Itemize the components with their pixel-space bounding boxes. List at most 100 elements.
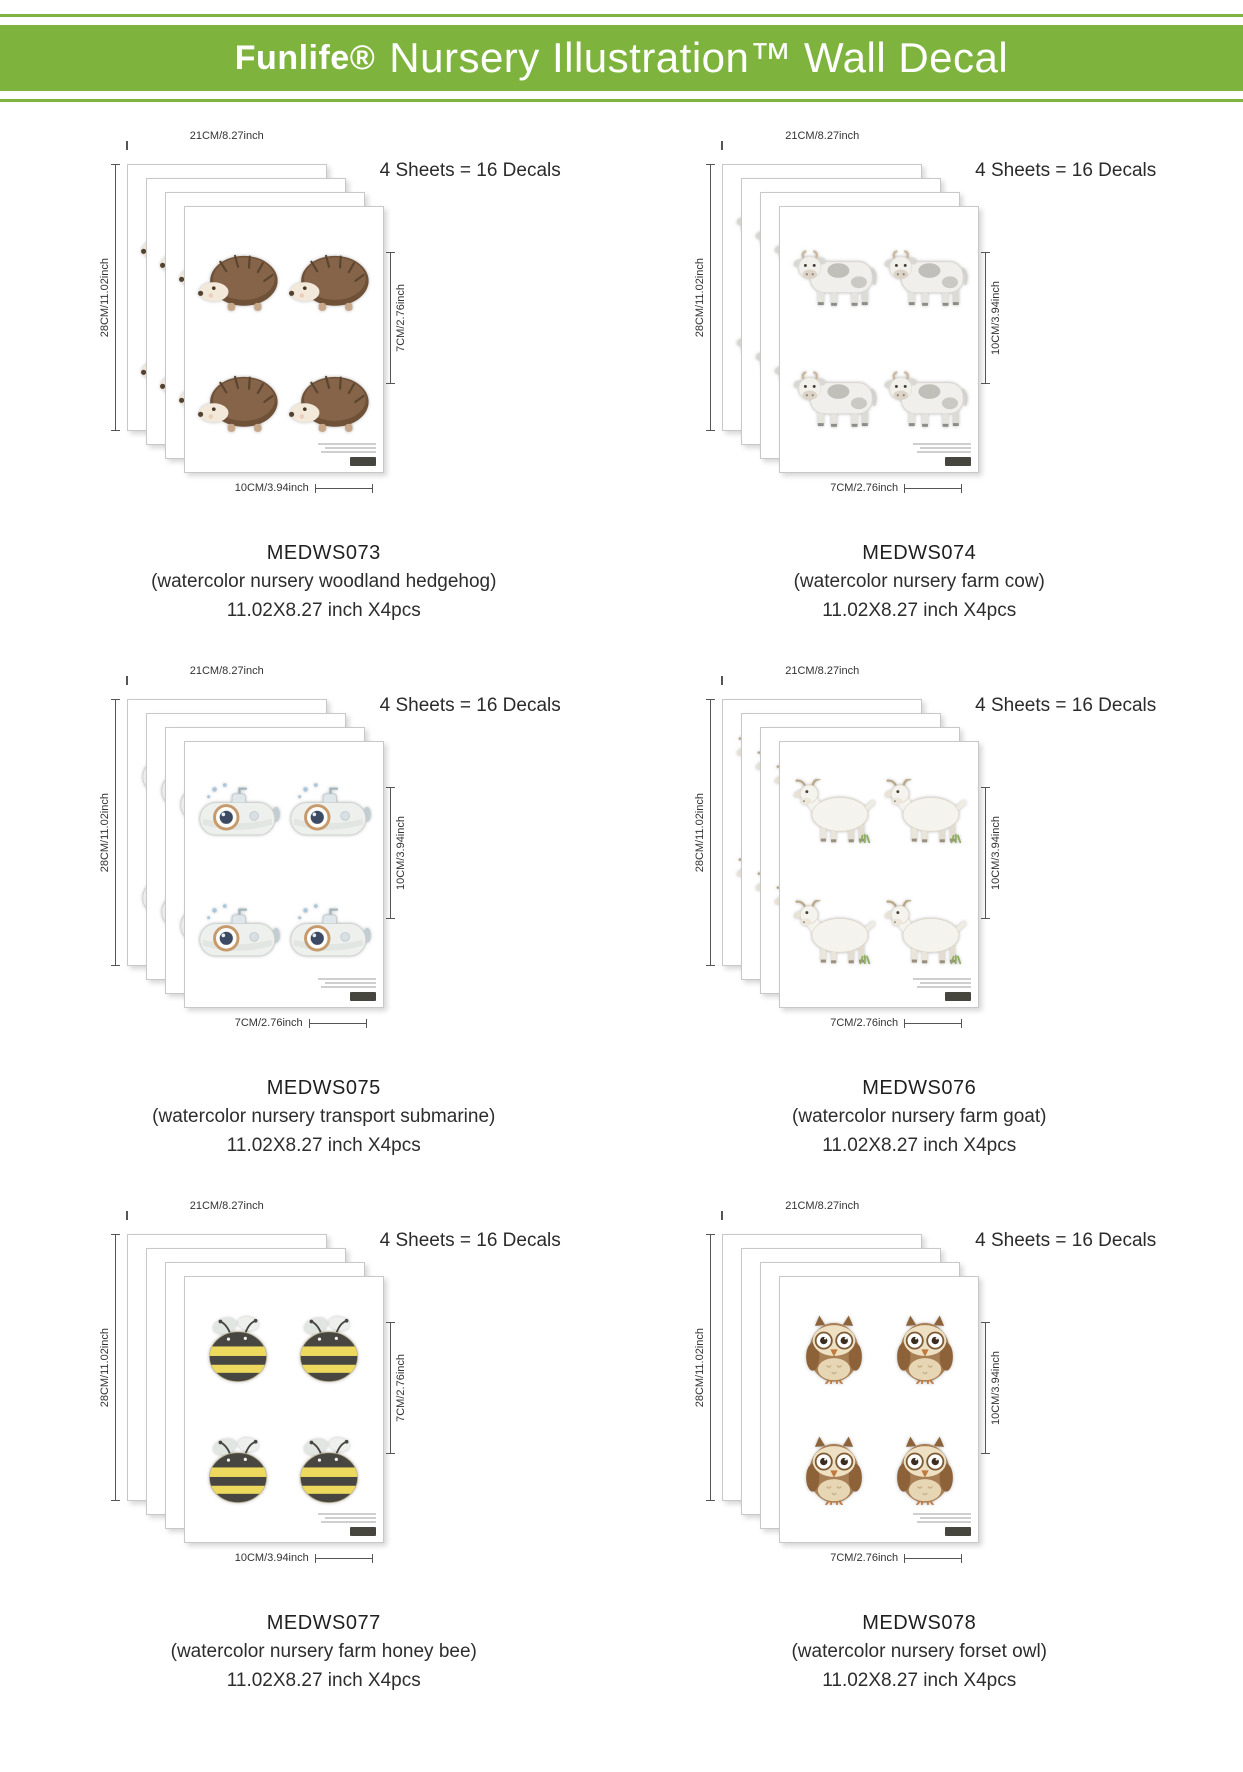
cow-icon (881, 244, 969, 314)
product-description: (watercolor nursery woodland hedgehog) (151, 571, 497, 592)
bee-decal-sticker (284, 1289, 375, 1410)
product-caption: MEDWS075 (watercolor nursery transport s… (152, 1073, 495, 1160)
decal-grid (788, 754, 970, 995)
decal-width-dimension: 7CM/2.76inch (830, 482, 963, 494)
product-size: 11.02X8.27 inch X4pcs (822, 1669, 1017, 1691)
product-description: (watercolor nursery forset owl) (791, 1641, 1048, 1662)
decal-sheets (722, 164, 982, 474)
product-card: 21CM/8.27inch 28CM/11.02inch 4 Sheets = … (34, 130, 614, 625)
sheet-stack: 21CM/8.27inch 28CM/11.02inch 4 Sheets = … (87, 665, 561, 1065)
decal-width-label: 7CM/2.76inch (234, 1017, 303, 1029)
owl-decal-sticker (788, 1410, 879, 1531)
product-code: MEDWS077 (266, 1612, 381, 1634)
dimension-line-horizontal (314, 483, 373, 493)
header-top-rule (0, 14, 1243, 17)
sheet-width-dimension: 21CM/8.27inch (722, 665, 922, 680)
sheet-width-label: 21CM/8.27inch (785, 665, 860, 677)
decal-width-dimension: 7CM/2.76inch (235, 1017, 367, 1029)
bee-icon (285, 1435, 373, 1505)
brand-name: Funlife® (234, 38, 376, 77)
owl-decal-sticker (788, 1289, 879, 1410)
sheet-width-dimension: 21CM/8.27inch (127, 665, 327, 680)
sheet-width-dimension: 21CM/8.27inch (722, 130, 922, 145)
dimension-line-vertical (706, 1234, 716, 1501)
submarine-decal-sticker (284, 875, 375, 996)
dimension-line-vertical (110, 699, 120, 966)
hedgehog-icon (285, 244, 373, 314)
goat-decal-sticker (879, 875, 970, 996)
owl-icon (881, 1435, 969, 1505)
product-code: MEDWS078 (862, 1612, 977, 1634)
dimension-line-vertical (110, 164, 120, 431)
decal-height-dimension: 7CM/2.76inch (385, 1322, 407, 1454)
sheet-width-dimension: 21CM/8.27inch (722, 1200, 922, 1215)
submarine-icon (194, 779, 282, 849)
sheet-logo-mark (349, 1527, 376, 1536)
decal-height-label: 7CM/2.76inch (394, 284, 407, 352)
decal-sheet (779, 1276, 980, 1543)
sheet-height-label: 28CM/11.02inch (98, 1327, 111, 1408)
dimension-line-vertical (706, 699, 716, 966)
owl-icon (790, 1435, 878, 1505)
dimension-line-horizontal (904, 1553, 963, 1563)
decal-grid (788, 1289, 970, 1530)
sheet-logo-mark (349, 457, 376, 466)
cow-decal-sticker (879, 219, 970, 340)
product-description: (watercolor nursery transport submarine) (152, 1106, 496, 1127)
sheet-height-dimension: 28CM/11.02inch (694, 699, 716, 966)
decal-width-label: 7CM/2.76inch (830, 482, 899, 494)
page: Funlife® Nursery Illustration™ Wall Deca… (0, 14, 1243, 1731)
decal-height-dimension: 10CM/3.94inch (981, 252, 1003, 384)
sheet-width-dimension: 21CM/8.27inch (127, 1200, 327, 1215)
bee-decal-sticker (193, 1410, 284, 1531)
product-description: (watercolor nursery farm cow) (793, 571, 1045, 592)
hedgehog-decal-sticker (193, 340, 284, 461)
decal-height-label: 10CM/3.94inch (394, 816, 407, 890)
decal-grid (193, 754, 375, 995)
product-code: MEDWS075 (266, 1077, 381, 1099)
decal-sheet (183, 206, 384, 473)
decal-height-dimension: 10CM/3.94inch (981, 787, 1002, 919)
sheet-stack: 21CM/8.27inch 28CM/11.02inch 4 Sheets = … (87, 1200, 561, 1600)
decal-sheet (779, 741, 980, 1008)
sheet-logo-mark (945, 1527, 972, 1536)
goat-icon (790, 779, 878, 849)
product-description: (watercolor nursery farm goat) (792, 1106, 1047, 1127)
sheet-fine-print (317, 978, 376, 1001)
decal-width-dimension: 10CM/3.94inch (235, 482, 373, 494)
dimension-line-vertical (385, 1322, 395, 1454)
submarine-icon (194, 900, 282, 970)
product-size: 11.02X8.27 inch X4pcs (226, 1669, 421, 1691)
product-code: MEDWS076 (862, 1077, 977, 1099)
goat-decal-sticker (879, 754, 970, 875)
sheet-stack: 21CM/8.27inch 28CM/11.02inch 4 Sheets = … (682, 130, 1156, 530)
decal-grid (788, 219, 970, 460)
decal-width-label: 10CM/3.94inch (234, 1552, 309, 1564)
bee-icon (194, 1314, 282, 1384)
bee-icon (285, 1314, 373, 1384)
decal-width-dimension: 7CM/2.76inch (830, 1017, 963, 1029)
decal-sheet (183, 741, 384, 1008)
decal-height-dimension: 10CM/3.94inch (385, 787, 407, 919)
product-caption: MEDWS074 (watercolor nursery farm cow) 1… (794, 538, 1045, 625)
sheet-height-label: 28CM/11.02inch (98, 792, 111, 873)
cow-decal-sticker (788, 219, 879, 340)
owl-decal-sticker (879, 1289, 970, 1410)
submarine-decal-sticker (284, 754, 375, 875)
decal-height-dimension: 7CM/2.76inch (385, 252, 407, 384)
decal-height-label: 10CM/3.94inch (990, 281, 1003, 355)
sheet-height-dimension: 28CM/11.02inch (98, 1234, 120, 1501)
sheet-width-label: 21CM/8.27inch (189, 665, 264, 677)
sheets-count-note: 4 Sheets = 16 Decals (379, 1230, 561, 1251)
header-banner: Funlife® Nursery Illustration™ Wall Deca… (0, 14, 1243, 102)
dimension-line-vertical (385, 787, 395, 919)
product-code: MEDWS073 (266, 542, 381, 564)
sheet-stack: 21CM/8.27inch 28CM/11.02inch 4 Sheets = … (682, 665, 1156, 1065)
dimension-line-horizontal (904, 483, 963, 493)
sheet-height-dimension: 28CM/11.02inch (694, 164, 716, 431)
sheets-count-note: 4 Sheets = 16 Decals (975, 160, 1157, 181)
hedgehog-icon (194, 365, 282, 435)
dimension-line-vertical (981, 787, 991, 919)
cow-decal-sticker (788, 340, 879, 461)
sheet-logo-mark (945, 457, 972, 466)
